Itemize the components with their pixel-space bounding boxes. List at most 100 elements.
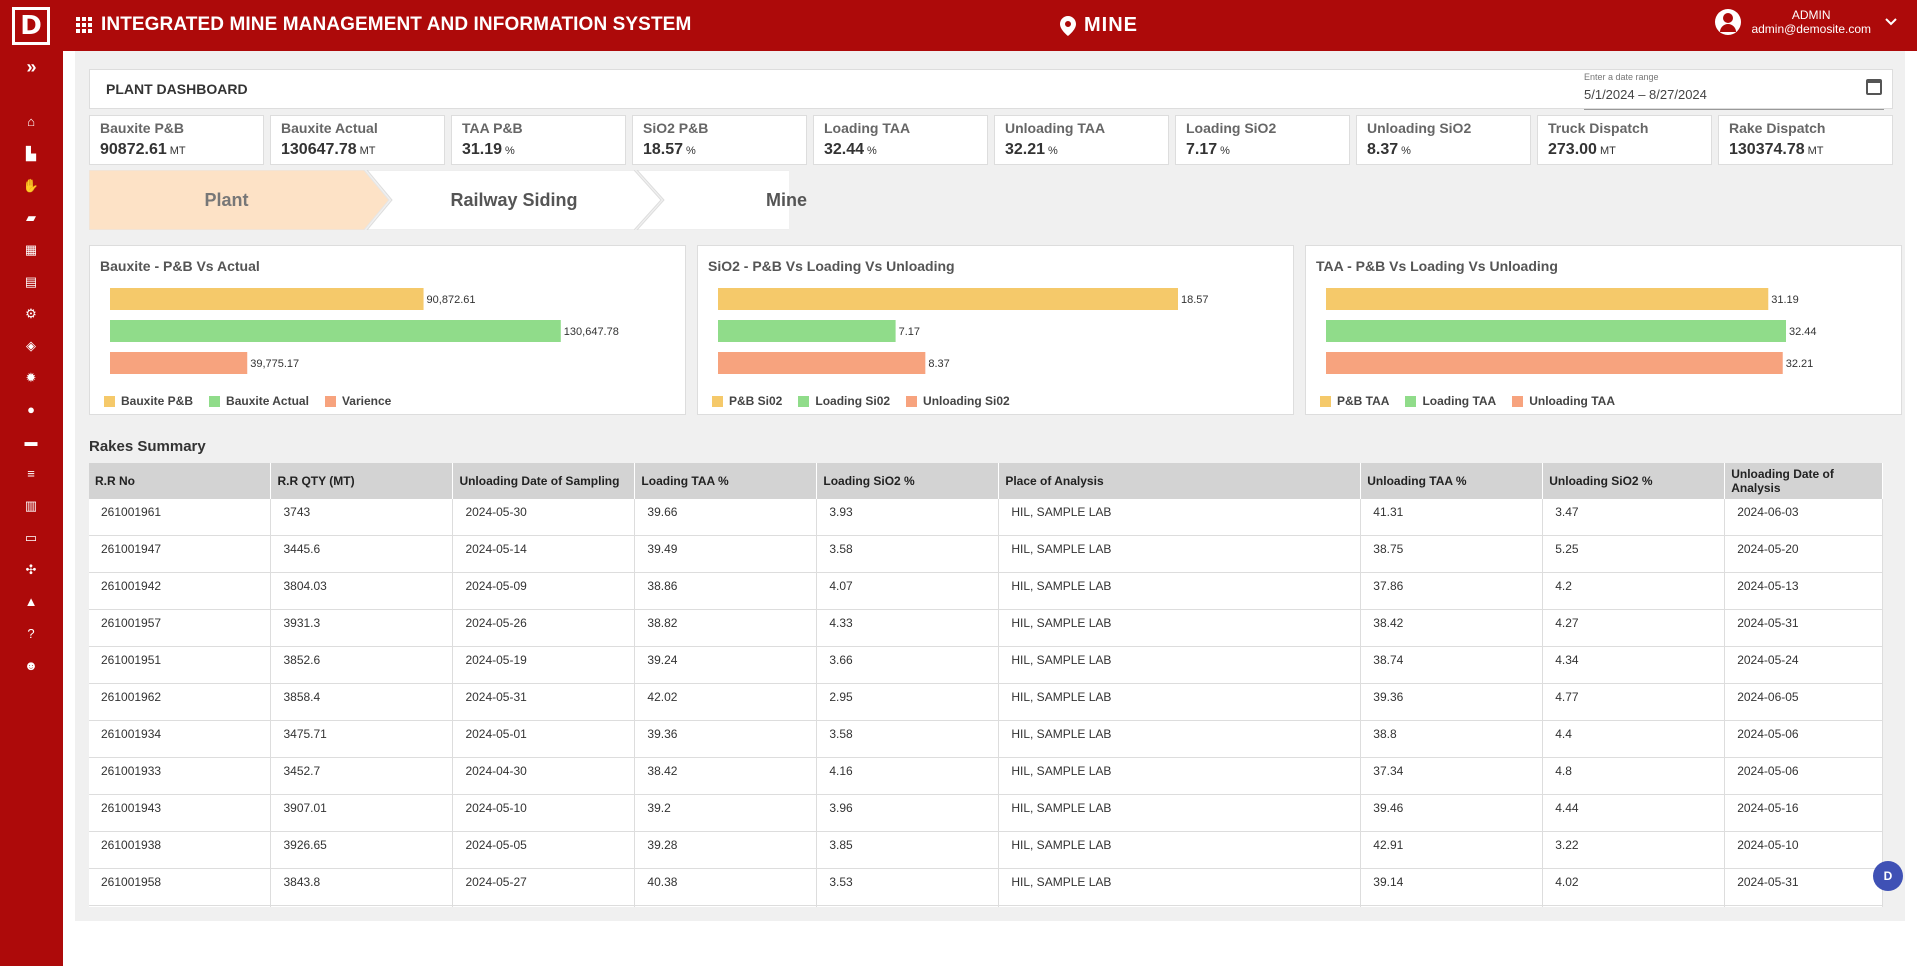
column-header[interactable]: Unloading TAA % bbox=[1360, 463, 1544, 499]
monitor-icon[interactable]: ▭ bbox=[24, 530, 38, 545]
column-header[interactable]: R.R No bbox=[89, 463, 272, 499]
chart-title: TAA - P&B Vs Loading Vs Unloading bbox=[1316, 258, 1558, 274]
report-icon[interactable]: ▤ bbox=[24, 274, 38, 289]
dashboard-icon[interactable]: ▦ bbox=[24, 242, 38, 257]
table-cell: 38.86 bbox=[634, 572, 818, 610]
column-header[interactable]: Place of Analysis bbox=[998, 463, 1362, 499]
table-row[interactable]: 261001934 3475.71 2024-05-01 39.36 3.58 HIL, … bbox=[89, 720, 1883, 758]
legend-item[interactable]: Unloading Si02 bbox=[906, 394, 1010, 408]
table-cell: 261001934 bbox=[89, 720, 272, 758]
factory-icon[interactable]: ▙ bbox=[26, 146, 36, 161]
table-cell: 3843.8 bbox=[270, 868, 454, 906]
table-row[interactable]: 261001938 3926.65 2024-05-05 39.28 3.85 HIL, … bbox=[89, 831, 1883, 869]
bar[interactable] bbox=[718, 320, 896, 342]
kpi-unit: % bbox=[867, 145, 877, 157]
step-railway-siding[interactable]: Railway Siding bbox=[450, 189, 578, 210]
table-row[interactable]: 261001958 3843.8 2024-05-27 40.38 3.53 HIL, S… bbox=[89, 868, 1883, 906]
calendar-icon[interactable] bbox=[1866, 79, 1882, 95]
user-icon[interactable]: ☻ bbox=[24, 658, 38, 673]
table-row[interactable]: 261001962 3858.4 2024-05-31 42.02 2.95 HIL, S… bbox=[89, 683, 1883, 721]
dashboard-header: PLANT DASHBOARD Enter a date range 5/1/2… bbox=[89, 69, 1893, 110]
location-indicator[interactable]: MINE bbox=[1060, 14, 1138, 37]
table-cell: 4.4 bbox=[1542, 720, 1726, 758]
bar[interactable] bbox=[110, 352, 248, 374]
date-range-field[interactable]: Enter a date range 5/1/2024 – 8/27/2024 bbox=[1584, 70, 1884, 110]
network-icon[interactable]: ✣ bbox=[25, 562, 37, 577]
table-row[interactable]: 261001933 3452.7 2024-04-30 38.42 4.16 HIL, S… bbox=[89, 757, 1883, 795]
hand-money-icon[interactable]: ✋ bbox=[22, 178, 40, 193]
table-cell: 261001961 bbox=[89, 499, 272, 536]
table-cell: 261001947 bbox=[89, 535, 272, 573]
column-header[interactable]: R.R QTY (MT) bbox=[270, 463, 454, 499]
user-menu[interactable]: ADMIN admin@demosite.com bbox=[1715, 8, 1897, 36]
step-mine[interactable]: Mine bbox=[765, 189, 807, 210]
bar[interactable] bbox=[1326, 288, 1769, 310]
step-plant[interactable]: Plant bbox=[204, 189, 249, 210]
legend-item[interactable]: P&B Si02 bbox=[712, 394, 782, 408]
column-header[interactable]: Loading SiO2 % bbox=[816, 463, 1000, 499]
table-row[interactable]: 261001957 3931.3 2024-05-26 38.82 4.33 HIL, S… bbox=[89, 609, 1883, 647]
column-header[interactable]: Unloading SiO2 % bbox=[1542, 463, 1726, 499]
train-icon[interactable]: ▬ bbox=[24, 434, 38, 449]
mountain-icon[interactable]: ▲ bbox=[24, 594, 38, 609]
kpi-card: Loading TAA 32.44% bbox=[813, 115, 988, 165]
map-pin-icon bbox=[1060, 15, 1076, 36]
legend-swatch bbox=[1405, 395, 1417, 407]
legend-item[interactable]: P&B TAA bbox=[1320, 394, 1389, 408]
chart-legend: P&B Si02 Loading Si02 Unloading Si02 bbox=[712, 394, 1010, 408]
analytics-icon[interactable]: ◈ bbox=[26, 338, 36, 353]
apps-grid-icon[interactable] bbox=[76, 17, 92, 33]
date-range-value[interactable]: 5/1/2024 – 8/27/2024 bbox=[1584, 87, 1707, 102]
bar[interactable] bbox=[718, 352, 926, 374]
document-icon[interactable]: ▥ bbox=[24, 498, 38, 513]
legend-item[interactable]: Bauxite Actual bbox=[209, 394, 309, 408]
table-cell: 261001957 bbox=[89, 609, 272, 647]
column-header[interactable]: Unloading Date of Sampling bbox=[452, 463, 636, 499]
table-cell: 2024-06-03 bbox=[1724, 499, 1883, 536]
table-cell: 2024-05-26 bbox=[452, 609, 636, 647]
location-name: MINE bbox=[1084, 14, 1138, 36]
legend-label: Unloading TAA bbox=[1529, 394, 1615, 408]
expand-sidebar-button[interactable]: » bbox=[26, 57, 37, 77]
bar[interactable] bbox=[1326, 320, 1786, 342]
table-row[interactable]: 261001943 3907.01 2024-05-10 39.2 3.96 HIL, S… bbox=[89, 794, 1883, 832]
column-header[interactable]: Unloading Date of Analysis bbox=[1724, 463, 1883, 499]
location-icon[interactable]: ● bbox=[27, 402, 35, 417]
help-icon[interactable]: ? bbox=[27, 626, 35, 641]
table-row[interactable]: 261001951 3852.6 2024-05-19 39.24 3.66 HIL, S… bbox=[89, 646, 1883, 684]
settings-icon[interactable]: ⚙ bbox=[25, 306, 37, 321]
table-cell: 4.3 bbox=[1542, 905, 1726, 907]
bar-data-label: 32.21 bbox=[1786, 358, 1814, 370]
table-cell: 38.8 bbox=[1360, 720, 1544, 758]
bar[interactable] bbox=[718, 288, 1178, 310]
legend-item[interactable]: Varience bbox=[324, 394, 391, 408]
chevron-down-icon[interactable] bbox=[1885, 18, 1897, 26]
bar[interactable] bbox=[1326, 352, 1783, 374]
legend-item[interactable]: Unloading TAA bbox=[1512, 394, 1615, 408]
logo[interactable]: D bbox=[0, 0, 63, 51]
legend-item[interactable]: Loading TAA bbox=[1405, 394, 1496, 408]
floating-assistant-button[interactable]: D bbox=[1873, 861, 1903, 891]
chart-title: Bauxite - P&B Vs Actual bbox=[100, 258, 260, 274]
bar[interactable] bbox=[110, 288, 424, 310]
table-cell: 3926.65 bbox=[270, 831, 454, 869]
kpi-number: 32.21 bbox=[1005, 141, 1046, 158]
table-row[interactable]: 261001942 3804.03 2024-05-09 38.86 4.07 HIL, … bbox=[89, 572, 1883, 610]
home-icon[interactable]: ⌂ bbox=[27, 114, 35, 129]
list-icon[interactable]: ≡ bbox=[27, 466, 35, 481]
legend-item[interactable]: Bauxite P&B bbox=[104, 394, 193, 408]
kpi-label: Bauxite Actual bbox=[281, 120, 378, 136]
gear-icon[interactable]: ✹ bbox=[25, 370, 37, 385]
legend-item[interactable]: Loading Si02 bbox=[798, 394, 890, 408]
main-content: PLANT DASHBOARD Enter a date range 5/1/2… bbox=[75, 51, 1905, 921]
bar[interactable] bbox=[110, 320, 561, 342]
table-cell: 3.58 bbox=[816, 720, 1000, 758]
kpi-label: Loading SiO2 bbox=[1186, 120, 1277, 136]
rakes-table: R.R No R.R QTY (MT) Unloading Date of Samp… bbox=[89, 463, 1883, 907]
table-row[interactable]: 261001961 3743 2024-05-30 39.66 3.93 HIL, SAM… bbox=[89, 499, 1883, 536]
table-row[interactable]: 261001947 3445.6 2024-05-14 39.49 3.58 HIL, S… bbox=[89, 535, 1883, 573]
column-header[interactable]: Loading TAA % bbox=[634, 463, 818, 499]
truck-icon[interactable]: ▰ bbox=[26, 210, 36, 225]
legend-label: P&B Si02 bbox=[729, 394, 783, 408]
